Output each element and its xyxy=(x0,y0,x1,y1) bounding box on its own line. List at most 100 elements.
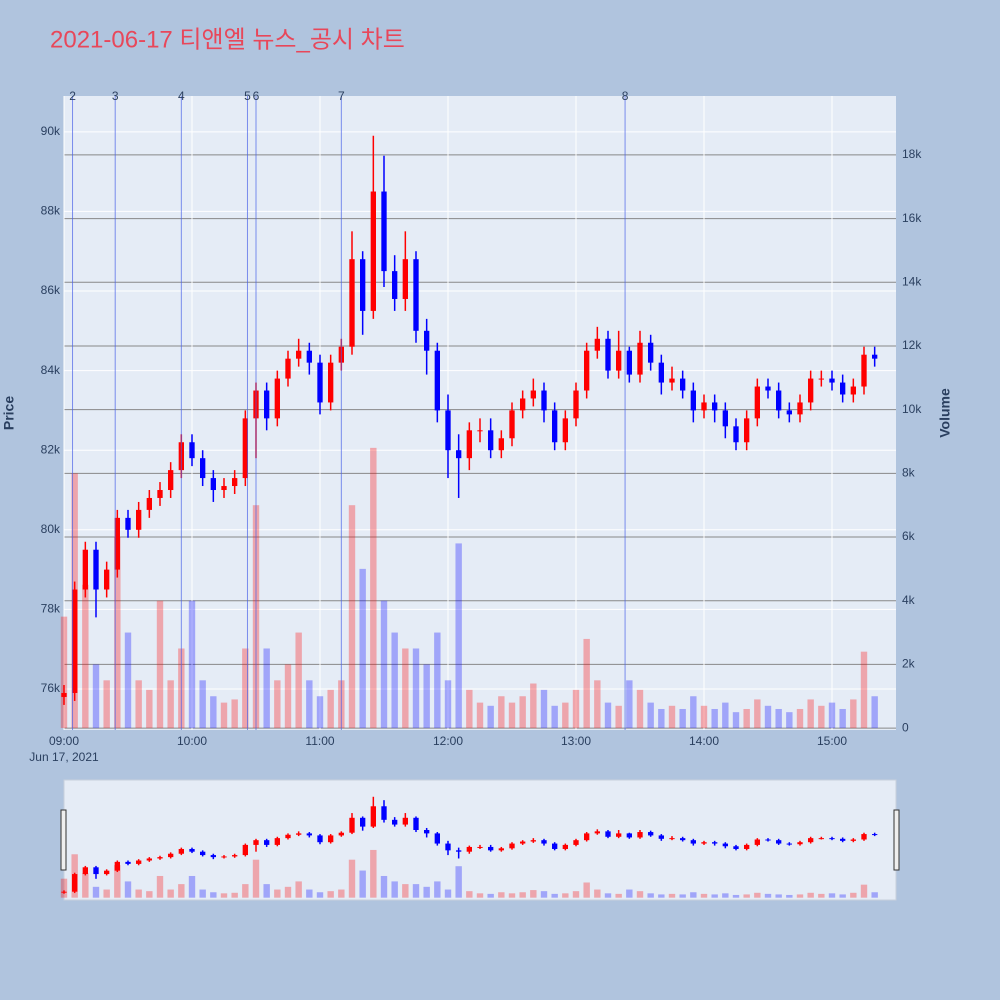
range-handle[interactable] xyxy=(893,809,900,871)
candle-body xyxy=(168,470,174,491)
candle-body xyxy=(658,362,664,383)
slider-volume-bar xyxy=(807,892,814,898)
range-handle[interactable] xyxy=(60,809,67,871)
slider-volume-bar xyxy=(700,893,708,898)
slider-candle-body xyxy=(381,806,387,820)
volume-bar xyxy=(711,708,718,729)
slider-volume-bar xyxy=(434,881,441,898)
candle-body xyxy=(541,390,547,411)
volume-bar xyxy=(359,568,366,729)
slider-candle-body xyxy=(296,833,302,835)
slider-volume-bar xyxy=(380,875,388,898)
candle-body xyxy=(189,442,195,459)
slider-volume-bar xyxy=(402,884,409,898)
slider-volume-bar xyxy=(444,889,452,898)
slider-candle-body xyxy=(125,861,131,864)
volume-bar xyxy=(327,689,334,729)
slider-candle-body xyxy=(477,846,483,848)
slider-candle-body xyxy=(690,840,696,844)
slider-candle-body xyxy=(72,874,78,892)
slider-candle-body xyxy=(146,858,152,861)
slider-candle-body xyxy=(861,834,867,840)
candle-body xyxy=(296,350,302,359)
volume-bar xyxy=(807,699,814,729)
volume-bar xyxy=(114,537,121,729)
slider-volume-bar xyxy=(572,891,580,898)
slider-candle-body xyxy=(520,841,526,844)
slider-candle-body xyxy=(136,860,142,864)
candle-body xyxy=(594,338,600,351)
slider-volume-bar xyxy=(455,866,462,898)
y2-tick-label: 0 xyxy=(902,720,909,734)
slider-candle-body xyxy=(584,833,590,841)
candle-body xyxy=(861,354,867,387)
slider-volume-bar xyxy=(114,865,121,898)
candle-body xyxy=(712,402,718,411)
volume-bar xyxy=(274,680,281,729)
y-tick-label: 88k xyxy=(41,204,61,218)
candle-body xyxy=(424,330,430,351)
event-label: 4 xyxy=(178,89,185,103)
slider-candle-body xyxy=(637,832,643,838)
candle-body xyxy=(573,390,579,419)
candle-body xyxy=(733,426,739,443)
slider-candle-body xyxy=(317,835,323,843)
volume-bar xyxy=(135,680,142,729)
slider-candle-body xyxy=(541,840,547,844)
candle-body xyxy=(840,382,846,395)
slider-candle-body xyxy=(829,838,835,840)
y-tick-label: 78k xyxy=(41,602,61,616)
volume-bar xyxy=(508,702,516,729)
volume-bar xyxy=(402,648,409,729)
volume-bar xyxy=(636,689,644,729)
volume-bar xyxy=(786,712,793,729)
candle-body xyxy=(818,378,824,380)
slider-candle-body xyxy=(744,844,750,849)
slider-candle-body xyxy=(93,867,99,875)
slider-volume-bar xyxy=(391,881,398,898)
slider-volume-bar xyxy=(274,889,281,898)
candle-body xyxy=(744,418,750,443)
volume-bar xyxy=(647,702,654,729)
volume-bar xyxy=(743,708,750,729)
candle-body xyxy=(754,386,760,419)
slider-candle-body xyxy=(648,832,654,836)
slider-candle-body xyxy=(232,855,238,857)
volume-bar xyxy=(242,648,249,729)
candle-body xyxy=(605,338,611,371)
candle-body xyxy=(349,259,355,347)
slider-candle-body xyxy=(274,838,280,845)
slider-volume-bar xyxy=(220,893,228,898)
y2-tick-label: 6k xyxy=(902,529,916,543)
slider-candle-body xyxy=(413,817,419,830)
slider-volume-bar xyxy=(775,894,782,898)
candle-body xyxy=(722,410,728,427)
volume-bar xyxy=(423,664,430,729)
candle-body xyxy=(669,378,675,383)
volume-bar xyxy=(476,702,484,729)
slider-volume-bar xyxy=(412,884,420,898)
slider-volume-bar xyxy=(284,886,292,898)
y-tick-label: 84k xyxy=(41,363,61,377)
slider-candle-body xyxy=(221,856,227,858)
x-tick-label: 09:00 xyxy=(49,734,79,748)
slider-candle-body xyxy=(434,833,440,844)
slider-volume-bar xyxy=(828,893,836,898)
volume-bar xyxy=(466,689,473,729)
candle-body xyxy=(104,569,110,590)
volume-bar xyxy=(860,651,868,729)
slider-volume-bar xyxy=(252,859,260,898)
candle-body xyxy=(808,378,814,403)
slider-candle-body xyxy=(594,831,600,834)
volume-bar xyxy=(594,680,601,729)
slider-candle-body xyxy=(456,850,462,852)
slider-candle-body xyxy=(552,843,558,849)
candle-body xyxy=(72,589,78,693)
slider-candle-body xyxy=(850,839,856,841)
candle-body xyxy=(264,390,270,419)
slider-candle-body xyxy=(253,840,259,845)
slider-volume-bar xyxy=(92,886,100,898)
volume-bar xyxy=(828,702,836,729)
volume-bar xyxy=(295,632,302,729)
slider-volume-bar xyxy=(146,891,153,898)
